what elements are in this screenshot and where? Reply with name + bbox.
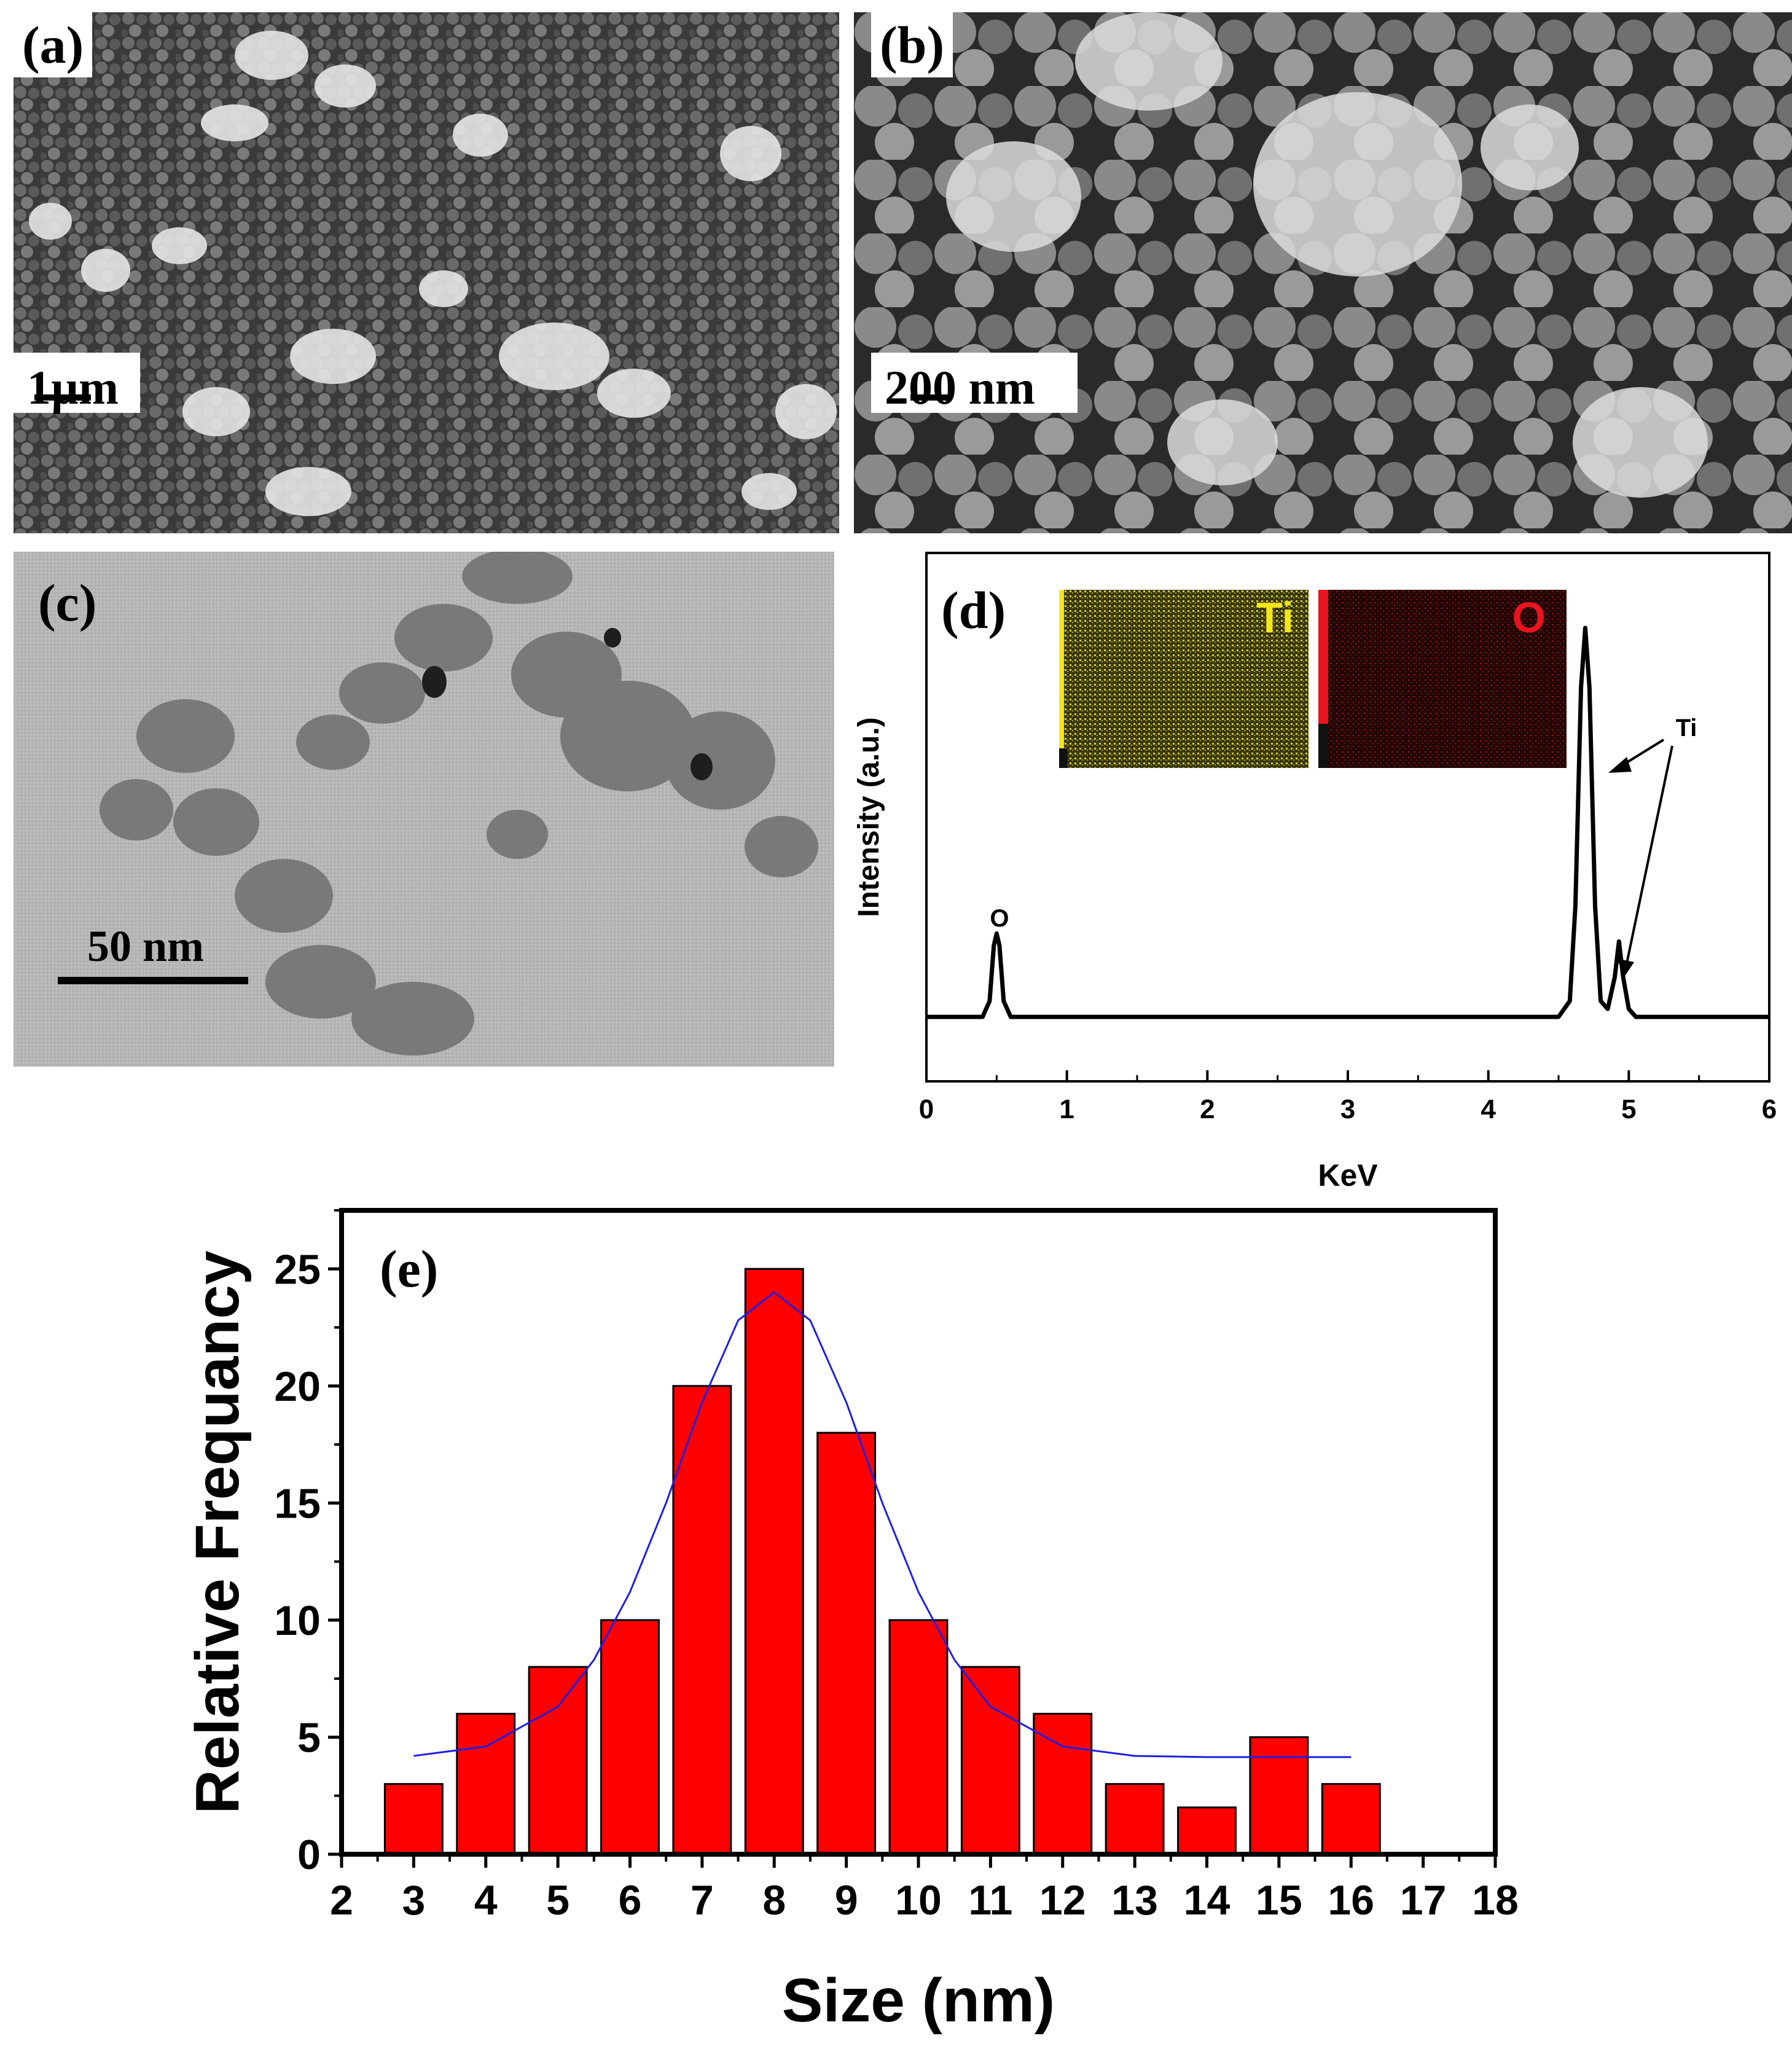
histogram-bar	[528, 1666, 588, 1855]
scale-box-b: 200 nm	[871, 353, 1078, 413]
y-axis-label-e: Relative Frequancy	[183, 1250, 252, 1814]
peak-label-ti: Ti	[1676, 715, 1697, 742]
panel-label-e: (e)	[380, 1239, 439, 1298]
x-tick-label-d: 2	[1200, 1094, 1215, 1124]
x-tick-label-e: 12	[1039, 1877, 1086, 1924]
x-tick-label-e: 2	[330, 1877, 353, 1924]
x-tick-label-e: 16	[1328, 1877, 1374, 1924]
sem-texture-a	[14, 12, 839, 533]
scale-label-a: 1µm	[27, 361, 119, 414]
y-tick-label-e: 5	[297, 1714, 321, 1761]
arrow-ti-1	[1621, 739, 1665, 767]
histogram-bar	[1249, 1736, 1309, 1855]
panel-label-d: (d)	[941, 581, 1006, 640]
y-tick-label-e: 25	[274, 1246, 321, 1293]
y-tick-label-e: 15	[274, 1480, 321, 1527]
tem-texture-c	[14, 552, 834, 1067]
x-tick-label-d: 1	[1059, 1094, 1074, 1124]
x-tick-label-e: 13	[1111, 1877, 1158, 1924]
scale-bar-c	[58, 977, 248, 984]
x-tick-label-e: 14	[1184, 1877, 1231, 1924]
elemental-map-o: O	[1318, 590, 1567, 768]
o-map-label: O	[1512, 594, 1546, 641]
peak-label-o: O	[990, 905, 1009, 932]
ti-map-label: Ti	[1256, 594, 1294, 641]
x-tick-label-d: 0	[919, 1094, 934, 1124]
x-tick-label-e: 11	[968, 1877, 1012, 1924]
panel-label-b: (b)	[871, 12, 953, 77]
histogram-bar	[383, 1783, 444, 1855]
y-tick-label-e: 10	[274, 1597, 321, 1644]
gaussian-fit-line	[413, 1291, 1352, 1758]
histogram-bar	[1033, 1712, 1093, 1855]
x-tick-label-e: 9	[835, 1877, 858, 1924]
sem-image-b: (b) 200 nm	[854, 12, 1792, 533]
scale-bar-b	[910, 394, 951, 401]
tem-image-c: (c) 50 nm	[14, 552, 834, 1067]
x-tick-label-d: 5	[1621, 1094, 1636, 1124]
plot-frame-e	[339, 1208, 1498, 1857]
x-tick-label-e: 7	[691, 1877, 714, 1924]
histogram-bar	[1177, 1806, 1237, 1855]
arrowhead-ti-1	[1608, 757, 1632, 773]
o-map-texture	[1318, 590, 1567, 768]
elemental-map-ti: Ti	[1059, 590, 1309, 768]
y-tick-label-e: 0	[297, 1832, 321, 1878]
y-axis-label-d: Intensity (a.u.)	[853, 717, 885, 917]
histogram-bar	[744, 1267, 804, 1855]
sem-texture-b	[854, 12, 1792, 533]
x-tick-label-d: 3	[1340, 1094, 1355, 1124]
scale-box-a: 1µm	[14, 353, 140, 413]
y-tick-label-e: 20	[274, 1363, 321, 1410]
x-tick-label-e: 6	[619, 1877, 642, 1924]
ti-map-texture	[1059, 590, 1309, 768]
panel-label-a: (a)	[14, 12, 93, 77]
x-tick-label-e: 4	[474, 1877, 498, 1924]
x-axis-label-e: Size (nm)	[782, 1966, 1055, 2035]
x-tick-label-e: 10	[895, 1877, 942, 1924]
histogram-bar	[960, 1666, 1020, 1855]
x-axis-label-d: KeV	[1318, 1158, 1378, 1193]
x-tick-label-d: 4	[1481, 1094, 1496, 1124]
histogram-bar	[456, 1712, 516, 1855]
x-tick-label-e: 8	[762, 1877, 786, 1924]
x-tick-label-e: 15	[1256, 1877, 1302, 1924]
scale-label-c: 50 nm	[87, 922, 205, 971]
histogram-bar	[816, 1432, 877, 1855]
histogram-bar	[672, 1385, 732, 1855]
histogram-bar	[1321, 1783, 1381, 1855]
x-tick-label-e: 5	[546, 1877, 569, 1924]
scale-label-b: 200 nm	[885, 361, 1035, 414]
panel-label-c: (c)	[38, 573, 97, 632]
arrow-ti-2	[1626, 745, 1673, 964]
histogram-bar	[888, 1619, 949, 1855]
histogram-bar	[1105, 1783, 1165, 1855]
sem-image-a: (a) 1µm	[14, 12, 839, 533]
x-tick-label-e: 18	[1472, 1877, 1519, 1924]
arrowhead-ti-2	[1617, 958, 1634, 977]
x-tick-label-e: 17	[1400, 1877, 1447, 1924]
histogram-bar	[600, 1619, 660, 1855]
x-tick-label-d: 6	[1762, 1094, 1777, 1124]
x-tick-label-e: 3	[402, 1877, 425, 1924]
scale-bar-a	[34, 394, 91, 401]
